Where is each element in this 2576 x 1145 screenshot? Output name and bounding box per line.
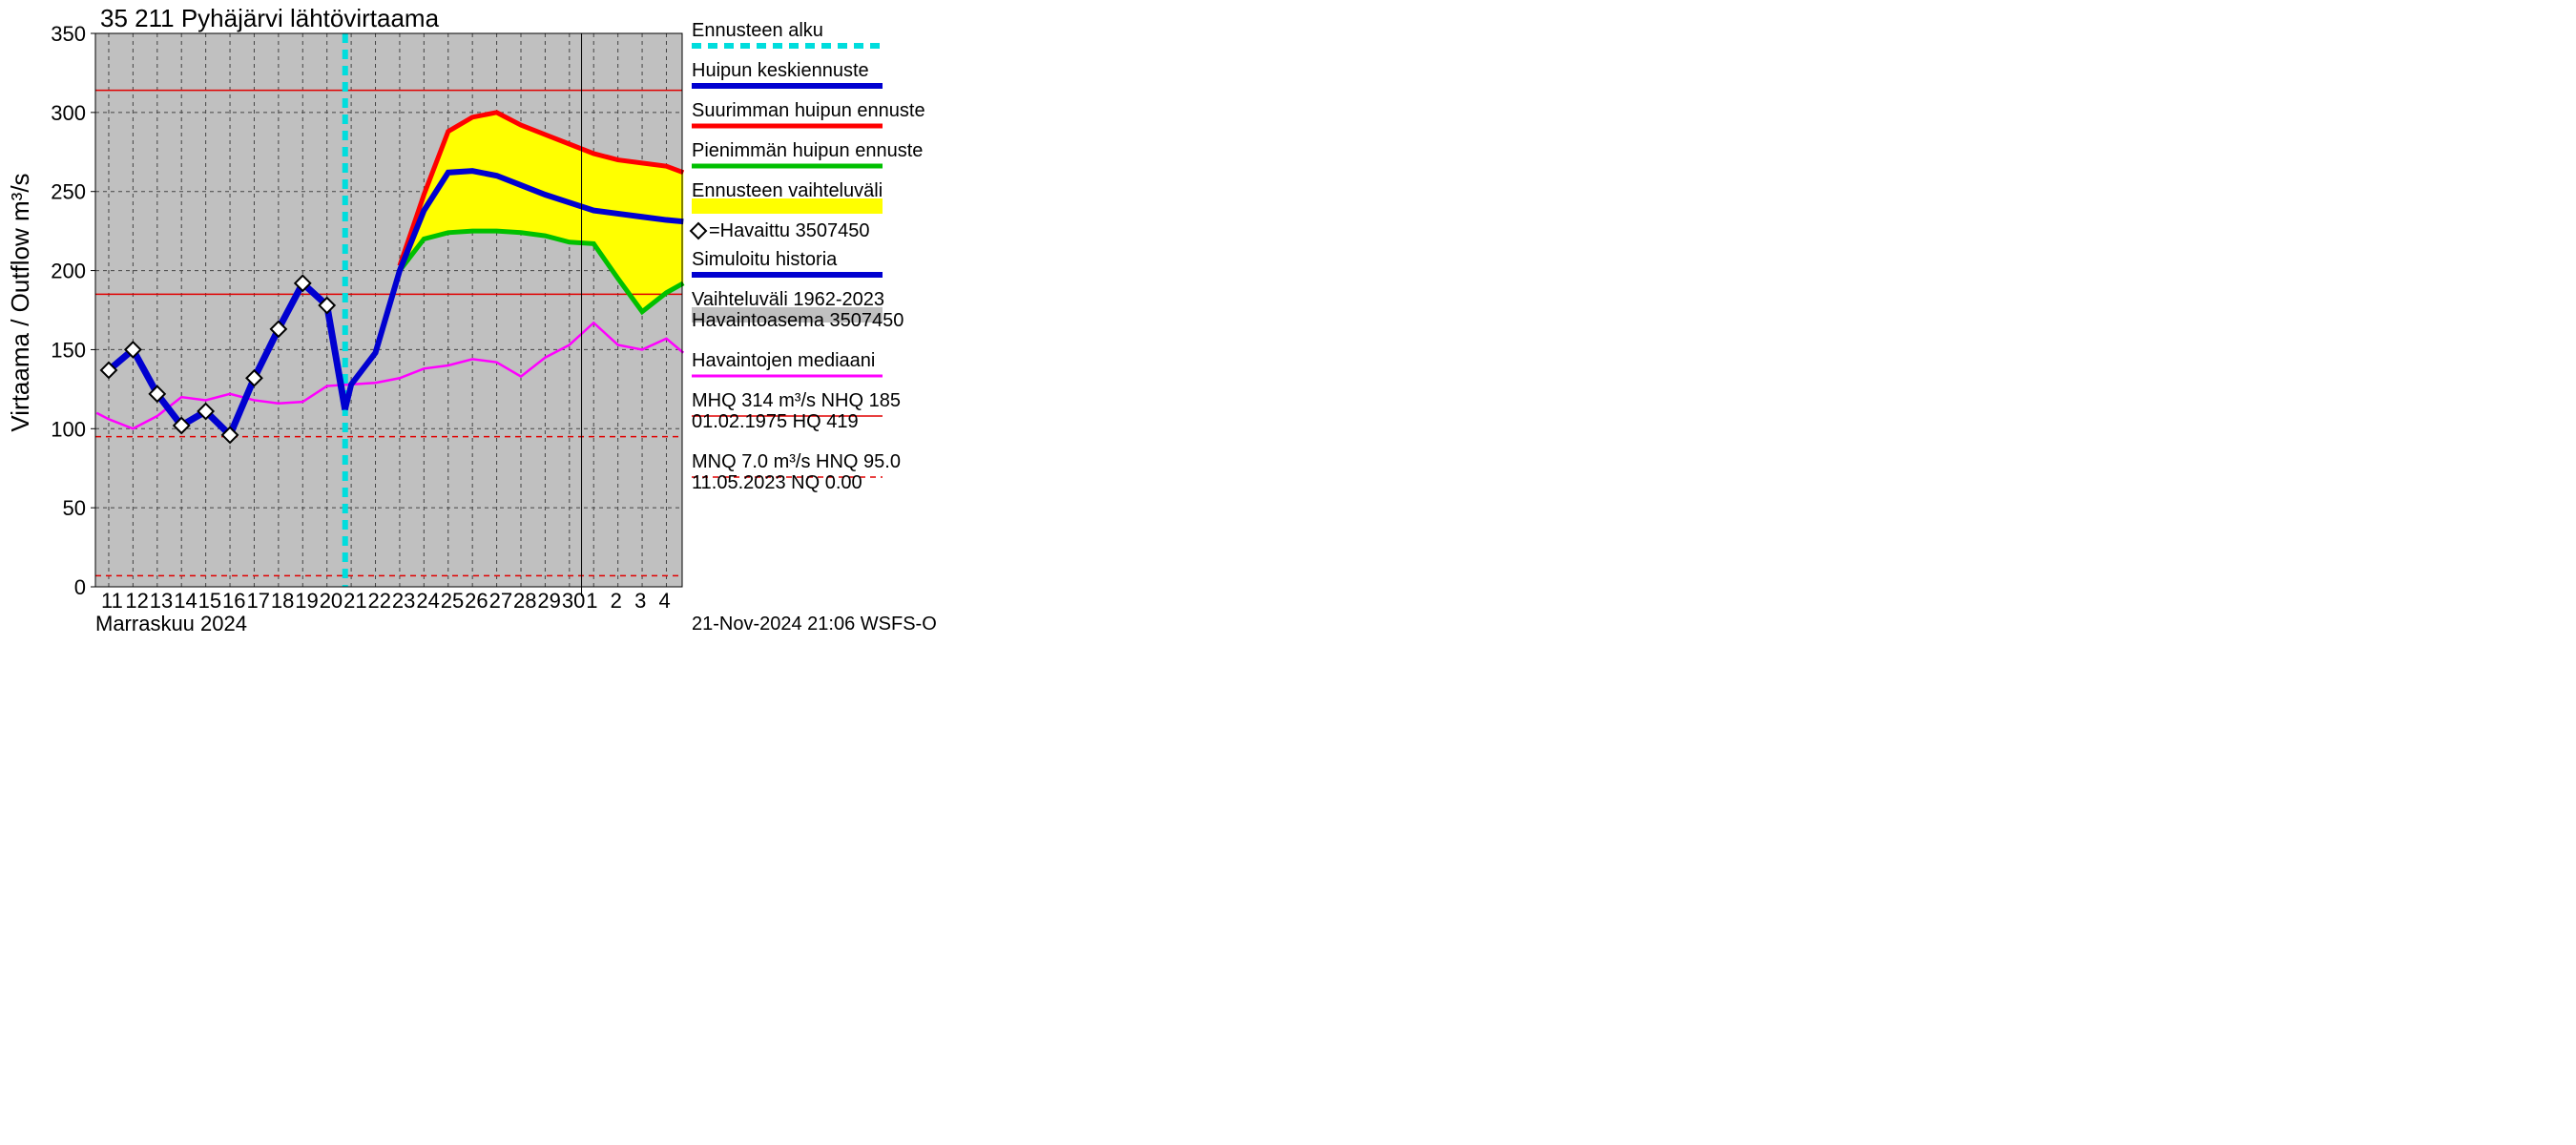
x-tick-label: 17 — [246, 589, 269, 613]
legend-label: Havaintojen mediaani — [692, 350, 875, 371]
legend-extra: 01.02.1975 HQ 419 — [692, 411, 859, 432]
legend-label: MNQ 7.0 m³/s HNQ 95.0 — [692, 451, 901, 472]
x-tick-label: 13 — [150, 589, 173, 613]
y-tick-label: 200 — [51, 260, 86, 283]
x-tick-label: 30 — [562, 589, 585, 613]
y-tick-label: 50 — [63, 496, 86, 520]
legend-label: Suurimman huipun ennuste — [692, 100, 925, 121]
legend-label: MHQ 314 m³/s NHQ 185 — [692, 390, 901, 411]
x-tick-label: 3 — [634, 589, 646, 613]
legend-diamond-icon — [691, 223, 706, 239]
y-tick-label: 250 — [51, 180, 86, 204]
x-tick-label: 11 — [101, 589, 123, 613]
legend-label: Vaihteluväli 1962-2023 — [692, 289, 884, 310]
x-tick-label: 24 — [416, 589, 439, 613]
legend-fill-icon — [692, 198, 883, 214]
legend-extra: Havaintoasema 3507450 — [692, 310, 904, 331]
x-tick-label: 23 — [392, 589, 415, 613]
chart-svg: 0501001502002503003501112131415161718192… — [0, 0, 1431, 636]
x-tick-label: 26 — [465, 589, 488, 613]
x-tick-label: 22 — [368, 589, 391, 613]
legend-label: Pienimmän huipun ennuste — [692, 140, 923, 161]
x-tick-label: 20 — [320, 589, 343, 613]
x-tick-label: 16 — [222, 589, 245, 613]
x-tick-label: 18 — [271, 589, 294, 613]
y-axis-label: Virtaama / Outflow m³/s — [6, 173, 34, 431]
y-tick-label: 350 — [51, 22, 86, 46]
legend-extra: 11.05.2023 NQ 0.00 — [692, 472, 862, 493]
chart-title: 35 211 Pyhäjärvi lähtövirtaama — [100, 4, 440, 32]
y-tick-label: 300 — [51, 101, 86, 125]
x-tick-label: 25 — [441, 589, 464, 613]
x-tick-label: 4 — [658, 589, 670, 613]
x-tick-label: 27 — [489, 589, 512, 613]
y-tick-label: 0 — [74, 575, 86, 599]
legend-label: Ennusteen alku — [692, 20, 823, 41]
x-tick-label: 15 — [198, 589, 221, 613]
x-tick-label: 29 — [537, 589, 560, 613]
x-month-en: November — [95, 633, 192, 636]
legend-label: Simuloitu historia — [692, 249, 838, 270]
y-tick-label: 150 — [51, 338, 86, 362]
chart-container: 0501001502002503003501112131415161718192… — [0, 0, 1431, 636]
legend-label: =Havaittu 3507450 — [709, 220, 869, 241]
x-tick-label: 14 — [174, 589, 197, 613]
legend-label: Ennusteen vaihteluväli — [692, 180, 883, 201]
x-tick-label: 19 — [295, 589, 318, 613]
footer-timestamp: 21-Nov-2024 21:06 WSFS-O — [692, 614, 937, 635]
y-tick-label: 100 — [51, 417, 86, 441]
x-tick-label: 21 — [343, 589, 366, 613]
x-tick-label: 2 — [611, 589, 622, 613]
x-tick-label: 1 — [586, 589, 597, 613]
legend-label: Huipun keskiennuste — [692, 60, 869, 81]
x-tick-label: 12 — [125, 589, 148, 613]
x-tick-label: 28 — [513, 589, 536, 613]
